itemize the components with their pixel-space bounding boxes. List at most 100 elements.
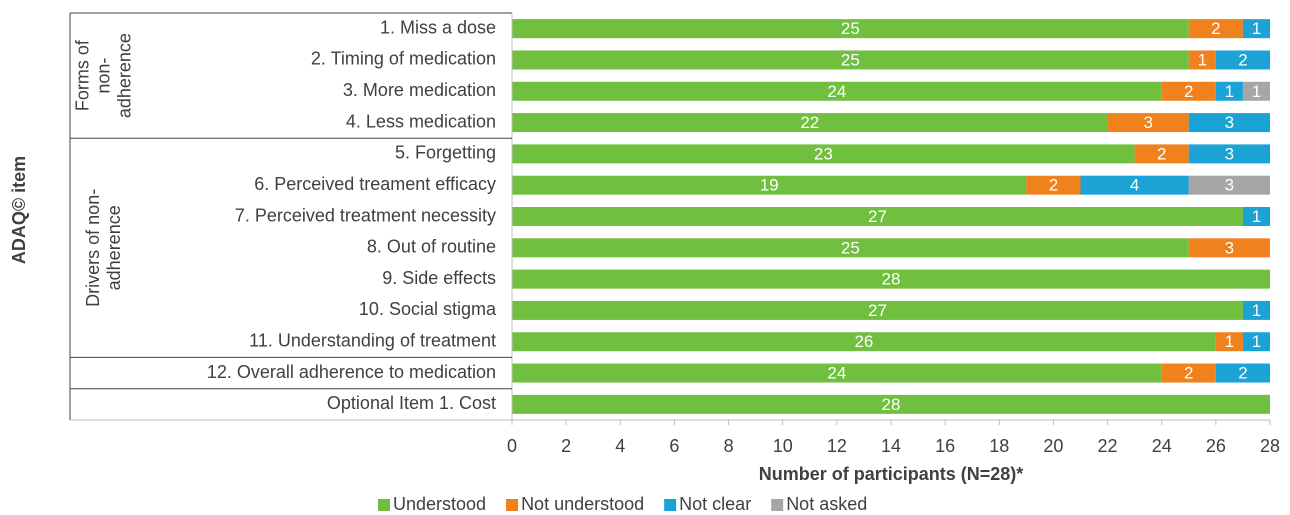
data-label: 23: [814, 144, 833, 163]
data-label: 3: [1143, 113, 1152, 132]
bar-segment: [1215, 332, 1243, 352]
bar-segment: [1188, 238, 1270, 258]
data-label: 1: [1252, 207, 1261, 226]
bar-segment: [512, 207, 1243, 226]
bar-segment: [512, 175, 1027, 195]
data-label: 28: [882, 395, 901, 414]
data-label: 25: [841, 238, 860, 257]
data-label: 1: [1252, 82, 1261, 101]
bar-segment: [1242, 207, 1270, 226]
data-label: 1: [1252, 332, 1261, 351]
bar-segment: [1188, 175, 1270, 195]
legend-label: Not clear: [679, 494, 751, 514]
data-label: 28: [882, 270, 901, 289]
data-label: 3: [1225, 144, 1234, 163]
bar-segment: [1188, 144, 1270, 164]
bar-segment: [1242, 332, 1270, 352]
x-tick-label: 6: [669, 436, 679, 456]
category-label: 3. More medication: [343, 80, 496, 100]
data-label: 2: [1238, 50, 1247, 69]
x-tick-label: 2: [561, 436, 571, 456]
data-label: 1: [1198, 50, 1207, 69]
bar-segment: [1161, 81, 1216, 101]
bar-segment: [1215, 363, 1270, 383]
x-tick-label: 0: [507, 436, 517, 456]
bar-segment: [1188, 113, 1270, 133]
bar-segment: [512, 238, 1189, 258]
x-tick-label: 20: [1043, 436, 1063, 456]
category-label: 5. Forgetting: [395, 143, 496, 163]
category-label: 10. Social stigma: [359, 299, 497, 319]
bar-segment: [1215, 81, 1243, 101]
data-label: 24: [827, 82, 846, 101]
x-tick-label: 10: [773, 436, 793, 456]
bar-segment: [512, 50, 1189, 70]
bar-segment: [1188, 19, 1243, 39]
category-label: 11. Understanding of treatment: [249, 330, 496, 350]
category-label: 7. Perceived treatment necessity: [235, 205, 496, 225]
data-label: 27: [868, 207, 887, 226]
legend-swatch: [771, 499, 784, 511]
bar-segment: [1242, 300, 1270, 320]
legend-label: Understood: [393, 494, 486, 514]
x-tick-label: 12: [827, 436, 847, 456]
bar-segment: [512, 19, 1189, 39]
group-label: adherence: [104, 205, 124, 290]
data-label: 3: [1225, 238, 1234, 257]
data-label: 2: [1238, 364, 1247, 383]
bar-segment: [1107, 113, 1189, 133]
data-label: 1: [1225, 82, 1234, 101]
legend-swatch: [506, 499, 519, 511]
data-label: 25: [841, 19, 860, 38]
data-label: 3: [1225, 176, 1234, 195]
x-tick-label: 8: [724, 436, 734, 456]
category-label: 8. Out of routine: [367, 237, 496, 257]
x-tick-label: 14: [881, 436, 901, 456]
category-label: 2. Timing of medication: [311, 49, 496, 69]
data-label: 2: [1211, 19, 1220, 38]
bar-segment: [512, 113, 1108, 133]
bar-segment: [1026, 175, 1081, 195]
data-label: 19: [760, 176, 779, 195]
data-label: 2: [1049, 176, 1058, 195]
data-label: 2: [1157, 144, 1166, 163]
category-label: Optional Item 1. Cost: [327, 393, 496, 413]
x-tick-label: 4: [615, 436, 625, 456]
x-tick-label: 22: [1098, 436, 1118, 456]
data-label: 1: [1225, 332, 1234, 351]
bar-segment: [1188, 50, 1216, 70]
x-tick-label: 16: [935, 436, 955, 456]
x-tick-label: 28: [1260, 436, 1280, 456]
category-label: 1. Miss a dose: [380, 17, 496, 37]
group-label: adherence: [115, 33, 135, 118]
bar-segment: [1080, 175, 1189, 195]
data-label: 25: [841, 50, 860, 69]
bar-segment: [1242, 81, 1270, 101]
group-label: Forms of: [73, 39, 93, 111]
group-label: Drivers of non-: [83, 189, 103, 307]
bar-segment: [1242, 19, 1270, 39]
data-label: 22: [800, 113, 819, 132]
bar-segment: [1134, 144, 1189, 164]
bar-segment: [512, 394, 1270, 414]
x-axis-title: Number of participants (N=28)*: [759, 464, 1024, 484]
data-label: 26: [854, 332, 873, 351]
category-label: 4. Less medication: [346, 111, 496, 131]
legend-label: Not understood: [521, 494, 644, 514]
x-tick-label: 18: [989, 436, 1009, 456]
data-label: 27: [868, 301, 887, 320]
legend-label: Not asked: [786, 494, 867, 514]
legend-swatch: [378, 499, 390, 511]
data-label: 24: [827, 364, 846, 383]
data-label: 1: [1252, 301, 1261, 320]
data-label: 2: [1184, 82, 1193, 101]
bar-segment: [1215, 50, 1270, 70]
data-label: 4: [1130, 176, 1139, 195]
data-label: 3: [1225, 113, 1234, 132]
data-label: 2: [1184, 364, 1193, 383]
bar-segment: [512, 332, 1216, 352]
category-label: 12. Overall adherence to medication: [207, 362, 496, 382]
group-label: non-: [94, 58, 114, 94]
bar-segment: [512, 144, 1135, 164]
